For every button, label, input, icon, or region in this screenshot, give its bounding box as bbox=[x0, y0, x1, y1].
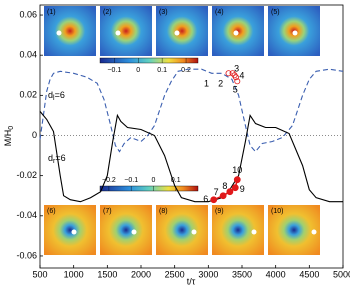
inset-image bbox=[156, 6, 208, 56]
marker bbox=[233, 176, 241, 184]
y-tick-label: -0.02 bbox=[16, 170, 37, 180]
inset-dot bbox=[174, 30, 180, 36]
x-axis-label: t/τ bbox=[187, 276, 196, 286]
x-tick-label: 1500 bbox=[97, 269, 117, 279]
inset-label: (5) bbox=[271, 9, 280, 16]
marker bbox=[210, 196, 218, 204]
inset-dot bbox=[191, 229, 197, 235]
colorbar-tick-label: 0.1 bbox=[157, 67, 167, 74]
inset-image bbox=[100, 205, 152, 255]
inset-label: (6) bbox=[47, 208, 56, 215]
marker bbox=[234, 78, 241, 85]
x-tick-label: 5000 bbox=[333, 269, 350, 279]
marker bbox=[225, 70, 232, 77]
inset-dot bbox=[311, 229, 317, 235]
series-label-sub: r bbox=[53, 158, 56, 165]
y-tick-label: 0 bbox=[32, 130, 37, 140]
marker-label: 4 bbox=[239, 71, 244, 81]
inset-image bbox=[44, 205, 96, 255]
inset-dot bbox=[115, 30, 121, 36]
y-tick-label: 0.06 bbox=[19, 9, 37, 19]
inset-label: (1) bbox=[47, 9, 56, 16]
inset-label: (2) bbox=[103, 9, 112, 16]
inset-label: (8) bbox=[159, 208, 168, 215]
inset-dot bbox=[71, 229, 77, 235]
series-label-sub: l bbox=[53, 95, 55, 102]
y-tick-label: -0.04 bbox=[16, 210, 37, 220]
x-tick-label: 4000 bbox=[266, 269, 286, 279]
series-label-tail: =6 bbox=[55, 153, 65, 163]
marker bbox=[226, 188, 234, 196]
series-label: dr=6 bbox=[48, 153, 66, 164]
inset-dot bbox=[292, 30, 298, 36]
y-label-main: M/H bbox=[3, 130, 13, 147]
x-tick-label: 2500 bbox=[165, 269, 185, 279]
marker-label: 3 bbox=[234, 64, 239, 74]
series-label-main: d bbox=[48, 153, 53, 163]
inset-label: (9) bbox=[215, 208, 224, 215]
y-tick-label: -0.06 bbox=[16, 250, 37, 260]
x-tick-label: 500 bbox=[32, 269, 47, 279]
x-tick-label: 3000 bbox=[198, 269, 218, 279]
y-axis-label: M/H0 bbox=[3, 126, 14, 147]
y-label-sub: 0 bbox=[8, 126, 15, 130]
colorbar-tick-label: 0 bbox=[152, 177, 156, 184]
inset-label: (3) bbox=[159, 9, 168, 16]
y-tick-label: 0.02 bbox=[19, 90, 37, 100]
series-label-main: d bbox=[48, 90, 53, 100]
marker bbox=[231, 184, 239, 192]
colorbar-tick-label: −0.2 bbox=[102, 177, 116, 184]
inset-image bbox=[156, 205, 208, 255]
marker-label: 5 bbox=[233, 85, 238, 95]
colorbar-tick-label: 0.1 bbox=[171, 177, 181, 184]
inset-label: (10) bbox=[271, 208, 283, 215]
inset-image bbox=[100, 6, 152, 56]
x-tick-label: 4500 bbox=[299, 269, 319, 279]
inset-label: (7) bbox=[103, 208, 112, 215]
inset-label: (4) bbox=[215, 9, 224, 16]
inset-dot bbox=[251, 229, 257, 235]
x-tick-label: 1000 bbox=[64, 269, 84, 279]
inset-dot bbox=[131, 229, 137, 235]
colorbar bbox=[99, 57, 199, 64]
colorbar-tick-label: 0 bbox=[136, 67, 140, 74]
y-tick-label: 0.04 bbox=[19, 50, 37, 60]
colorbar-tick-label: 0.2 bbox=[181, 67, 191, 74]
marker bbox=[232, 74, 239, 81]
marker-label: 8 bbox=[222, 181, 227, 191]
series-label-tail: =6 bbox=[55, 90, 65, 100]
marker-label: 7 bbox=[214, 187, 219, 197]
inset-dot bbox=[56, 30, 62, 36]
marker-label: 6 bbox=[203, 194, 208, 204]
colorbar-tick-label: −0.1 bbox=[124, 177, 138, 184]
marker bbox=[219, 192, 227, 200]
series-line bbox=[39, 111, 343, 203]
series-line bbox=[39, 68, 344, 153]
inset-image bbox=[268, 205, 320, 255]
marker-label: 2 bbox=[218, 79, 223, 89]
inset-dot bbox=[233, 30, 239, 36]
series-label: dl=6 bbox=[48, 90, 65, 101]
inset-image bbox=[44, 6, 96, 56]
marker-label: 9 bbox=[240, 184, 245, 194]
marker-label: 1 bbox=[204, 79, 209, 89]
colorbar-tick-label: −0.1 bbox=[107, 67, 121, 74]
inset-image bbox=[212, 6, 264, 56]
x-tick-label: 3500 bbox=[232, 269, 252, 279]
marker-label: 10 bbox=[232, 165, 242, 175]
marker bbox=[229, 70, 236, 77]
colorbar bbox=[99, 185, 199, 192]
x-tick-label: 2000 bbox=[131, 269, 151, 279]
